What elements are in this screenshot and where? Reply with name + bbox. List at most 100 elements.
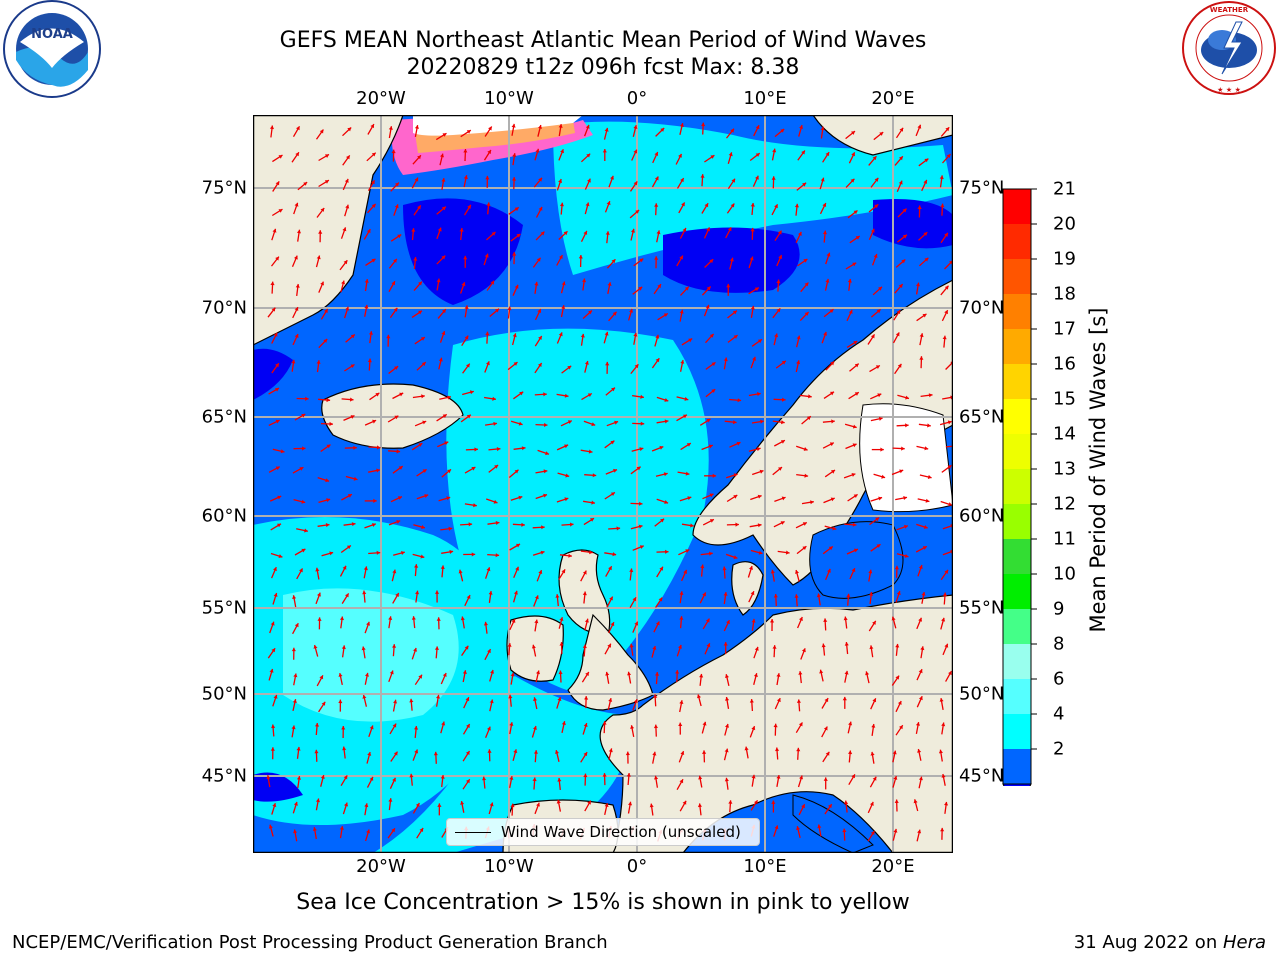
direction-arrow-head bbox=[319, 675, 324, 680]
colorbar-tick-label: 10 bbox=[1053, 563, 1076, 585]
direction-arrow-head bbox=[874, 177, 879, 182]
lat-label-left-70n: 70°N bbox=[201, 297, 247, 319]
direction-arrow-head bbox=[346, 155, 350, 160]
direction-arrow-head bbox=[709, 519, 714, 523]
direction-arrow-head bbox=[398, 466, 403, 470]
direction-arrow-head bbox=[944, 285, 949, 290]
colorbar-segment bbox=[1003, 399, 1031, 434]
direction-arrow-head bbox=[847, 278, 852, 283]
direction-arrow-head bbox=[543, 493, 547, 498]
direction-arrow-head bbox=[266, 775, 271, 779]
direction-arrow-head bbox=[902, 234, 907, 239]
chart-title: GEFS MEAN Northeast Atlantic Mean Period… bbox=[279, 28, 927, 53]
direction-arrow-head bbox=[879, 132, 884, 136]
direction-arrow-head bbox=[413, 257, 418, 261]
lon-label-bottom-10w: 10°W bbox=[484, 856, 534, 877]
direction-arrow-head bbox=[510, 803, 515, 808]
direction-arrow-head bbox=[660, 128, 665, 132]
direction-arrow-head bbox=[342, 746, 347, 751]
direction-arrow-head bbox=[778, 255, 783, 259]
direction-arrow-head bbox=[664, 398, 669, 402]
direction-arrow-head bbox=[341, 726, 346, 730]
direction-arrow-head bbox=[538, 363, 542, 367]
direction-arrow-head bbox=[292, 595, 297, 599]
direction-arrow-head bbox=[559, 642, 564, 646]
direction-arrow-head bbox=[567, 420, 572, 424]
direction-arrow-head bbox=[920, 646, 925, 651]
direction-arrow-head bbox=[376, 550, 381, 555]
direction-arrow-head bbox=[658, 597, 663, 602]
colorbar-tick-label: 17 bbox=[1053, 318, 1076, 340]
direction-arrow-head bbox=[918, 669, 923, 674]
direction-arrow-head bbox=[467, 204, 471, 209]
direction-arrow-head bbox=[679, 779, 684, 784]
direction-arrow-head bbox=[802, 522, 807, 526]
direction-arrow-head bbox=[852, 262, 857, 267]
direction-arrow-head bbox=[827, 568, 831, 573]
direction-arrow-head bbox=[326, 498, 331, 503]
direction-arrow-head bbox=[869, 645, 874, 650]
direction-arrow-head bbox=[639, 447, 644, 452]
direction-arrow-head bbox=[342, 565, 347, 570]
direction-arrow-head bbox=[923, 179, 928, 184]
direction-arrow-head bbox=[776, 673, 781, 677]
direction-arrow-head bbox=[326, 397, 331, 403]
direction-arrow-head bbox=[799, 775, 803, 780]
direction-arrow-head bbox=[709, 551, 713, 556]
lon-label-top-20e: 20°E bbox=[871, 88, 915, 109]
direction-arrow-head bbox=[437, 803, 442, 807]
direction-arrow-head bbox=[678, 644, 682, 649]
direction-arrow-head bbox=[944, 310, 948, 315]
direction-arrow-head bbox=[585, 202, 590, 207]
direction-arrow-head bbox=[489, 699, 494, 704]
land-continent bbox=[599, 594, 953, 853]
direction-arrow-head bbox=[388, 126, 393, 130]
footer-date-text: 31 Aug 2022 on bbox=[1073, 932, 1223, 953]
direction-arrow-head bbox=[366, 621, 370, 626]
direction-arrow-head bbox=[874, 204, 879, 209]
direction-arrow-head bbox=[391, 281, 395, 286]
direction-arrow-head bbox=[491, 232, 496, 236]
colorbar-tick-label: 15 bbox=[1053, 388, 1076, 410]
direction-arrow-head bbox=[918, 696, 923, 701]
direction-arrow-head bbox=[770, 619, 775, 623]
direction-arrow-head bbox=[474, 447, 478, 452]
lat-label-left-75n: 75°N bbox=[201, 177, 247, 199]
direction-arrow-head bbox=[629, 568, 634, 573]
direction-arrow-head bbox=[709, 333, 714, 338]
direction-arrow-head bbox=[437, 227, 442, 232]
direction-arrow-head bbox=[825, 751, 830, 756]
direction-arrow-head bbox=[471, 552, 476, 557]
direction-arrow-head bbox=[602, 149, 607, 153]
direction-arrow-head bbox=[921, 592, 926, 596]
direction-arrow-head bbox=[828, 546, 833, 551]
direction-arrow-head bbox=[366, 829, 370, 834]
direction-arrow-head bbox=[755, 153, 760, 157]
direction-arrow-head bbox=[613, 468, 617, 473]
direction-arrow-head bbox=[901, 446, 905, 451]
direction-arrow-head bbox=[681, 202, 685, 207]
direction-arrow-head bbox=[461, 282, 466, 287]
direction-arrow-head bbox=[804, 473, 809, 478]
direction-arrow-head bbox=[555, 750, 559, 754]
direction-arrow-head bbox=[496, 447, 501, 452]
direction-arrow-head bbox=[440, 775, 445, 779]
direction-arrow-head bbox=[941, 617, 946, 622]
direction-arrow-head bbox=[537, 309, 542, 313]
direction-arrow-head bbox=[518, 421, 523, 426]
direction-arrow-head bbox=[422, 420, 427, 425]
direction-arrow-head bbox=[679, 616, 684, 620]
land-scotland bbox=[558, 549, 611, 636]
direction-arrow-head bbox=[872, 776, 877, 781]
ocean-dark-greenland-sea bbox=[403, 198, 523, 305]
direction-arrow-head bbox=[607, 282, 612, 286]
direction-arrow-head bbox=[871, 724, 876, 728]
svg-text:WEATHER: WEATHER bbox=[1210, 6, 1249, 14]
direction-arrow-head bbox=[592, 473, 597, 478]
direction-arrow-head bbox=[657, 284, 661, 289]
direction-arrow-head bbox=[563, 231, 568, 236]
direction-arrow-head bbox=[759, 469, 764, 474]
lat-label-right-65n: 65°N bbox=[959, 406, 1005, 428]
direction-arrow-head bbox=[447, 395, 451, 400]
direction-arrow-head bbox=[940, 827, 945, 832]
